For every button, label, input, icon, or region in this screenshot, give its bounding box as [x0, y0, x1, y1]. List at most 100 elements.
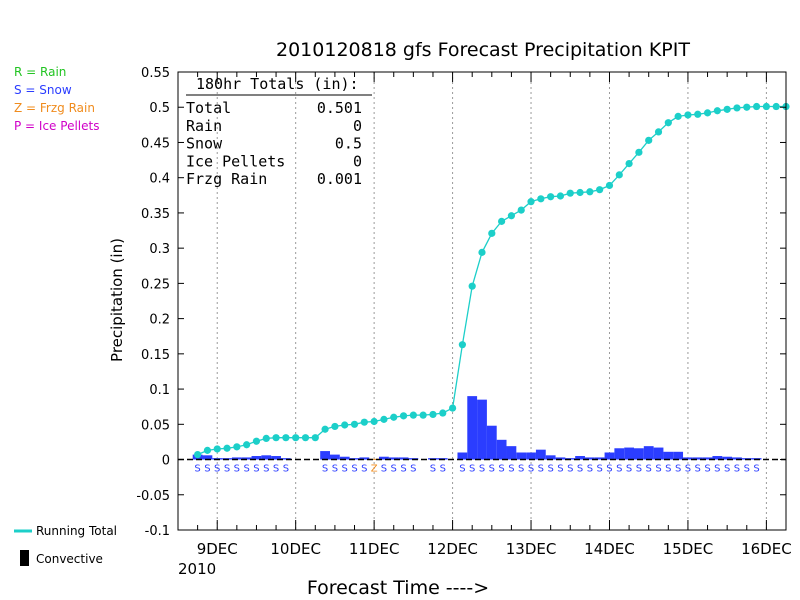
x-tick-label: 10DEC [270, 540, 321, 558]
totals-row-label: Total [186, 99, 231, 117]
x-tick-label: 9DEC [197, 540, 238, 558]
totals-rows: Total 0.501 Rain 0 Snow 0.5 Ice Pellets 0 Frzg R… [186, 99, 362, 188]
precip-bar [359, 457, 370, 460]
precip-bar [545, 455, 556, 460]
precip-bar [251, 456, 262, 460]
precip-type-marker: S [538, 464, 544, 475]
running-total-point [605, 181, 614, 190]
precip-type-marker: S [587, 464, 593, 475]
precip-type-marker: S [204, 464, 210, 475]
y-tick-label: 0.5 [149, 101, 170, 116]
precip-bar [634, 448, 644, 460]
precip-type-marker: S [685, 464, 691, 475]
precip-type-marker: S [400, 464, 406, 475]
precip-type-marker: S [704, 464, 710, 475]
running-total-point [448, 404, 457, 412]
running-total-point [282, 434, 290, 442]
precip-type-marker: S [636, 464, 642, 475]
running-total-point [341, 421, 349, 429]
precip-type-marker: S [665, 464, 671, 475]
precip-type-marker: S [714, 464, 720, 475]
y-tick-label: 0.3 [149, 242, 170, 257]
running-total-point [380, 415, 388, 423]
precip-type-marker: S [724, 464, 730, 475]
precip-type-marker: S [655, 464, 661, 475]
precip-bar [653, 447, 664, 460]
running-total-point [752, 102, 761, 111]
running-total-point [194, 451, 202, 459]
running-total-point [370, 417, 378, 426]
running-total-point [684, 111, 692, 119]
precip-bar [320, 451, 330, 460]
running-total-point [458, 341, 466, 349]
totals-row-value: 0.5 [335, 135, 362, 153]
running-total-point [654, 128, 663, 136]
x-tick-label: 16DEC [741, 540, 792, 558]
precip-type-marker: S [410, 464, 416, 475]
precip-bar [339, 456, 350, 460]
running-total-point [203, 446, 212, 454]
precip-bar [614, 448, 625, 460]
running-total-point [331, 422, 339, 431]
precip-type-marker: S [675, 464, 681, 475]
running-total-point [311, 434, 319, 442]
precip-type-marker: S [361, 464, 367, 475]
running-total-point [360, 418, 368, 426]
series-legend: Running Total Convective [14, 524, 117, 566]
running-total-point [488, 229, 496, 237]
precip-type-marker: S [577, 464, 583, 475]
precip-bar [202, 455, 213, 460]
running-total-point [439, 409, 447, 417]
precip-bar [663, 451, 674, 460]
totals-row-label: Snow [186, 135, 223, 153]
precip-type-marker: S [459, 464, 465, 475]
precip-type-marker: S [224, 464, 230, 475]
precip-bar [516, 452, 527, 460]
running-total-point [762, 102, 770, 111]
y-tick-label: 0.15 [141, 348, 170, 363]
precip-type-marker: S [234, 464, 240, 475]
precip-type-marker: S [596, 464, 602, 475]
precip-type-marker: S [528, 464, 534, 475]
precip-type-legend: R = Rain S = Snow Z = Frzg Rain P = Ice Pel… [14, 65, 99, 133]
precip-bar [722, 456, 733, 460]
totals-row-label: Frzg Rain [186, 170, 267, 188]
running-total-point [645, 136, 653, 144]
running-total-point [429, 410, 437, 419]
precip-type-marker: S [332, 464, 338, 475]
precip-type-marker: S [243, 464, 249, 475]
precip-type-marker: S [351, 464, 357, 475]
precip-bar [477, 399, 487, 460]
totals-row-value: 0 [353, 117, 362, 135]
y-tick-label: 0.1 [149, 383, 170, 398]
precip-type-marker: S [479, 464, 485, 475]
precip-bar [604, 452, 615, 460]
precip-bar [379, 456, 389, 460]
y-tick-label: 0.4 [149, 172, 170, 187]
precip-type-marker: S [391, 464, 397, 475]
y-tick-label: -0.05 [136, 489, 170, 504]
y-tick-label: 0.05 [141, 418, 170, 433]
totals-row-label: Ice Pellets [186, 152, 285, 170]
y-tick-label: 0.45 [141, 136, 170, 151]
precip-type-marker: S [626, 464, 632, 475]
precip-type-marker: S [518, 464, 524, 475]
running-total-point [213, 445, 221, 453]
totals-row-value: 0.501 [317, 99, 362, 117]
precip-bar [594, 457, 605, 460]
precip-type-marker: S [734, 464, 740, 475]
precip-bar [241, 457, 252, 460]
running-total-point [713, 107, 721, 115]
precip-type-marker: S [646, 464, 652, 475]
running-total-point [743, 103, 751, 111]
precip-type-marker: S [567, 464, 573, 475]
precip-bar [457, 452, 468, 460]
precip-type-marker: S [322, 464, 328, 475]
running-total-point [262, 434, 270, 442]
running-total-point [733, 104, 741, 112]
precip-type-marker: S [606, 464, 612, 475]
running-total-point [399, 412, 408, 420]
running-total-point [537, 195, 545, 203]
precip-bar [388, 457, 399, 460]
